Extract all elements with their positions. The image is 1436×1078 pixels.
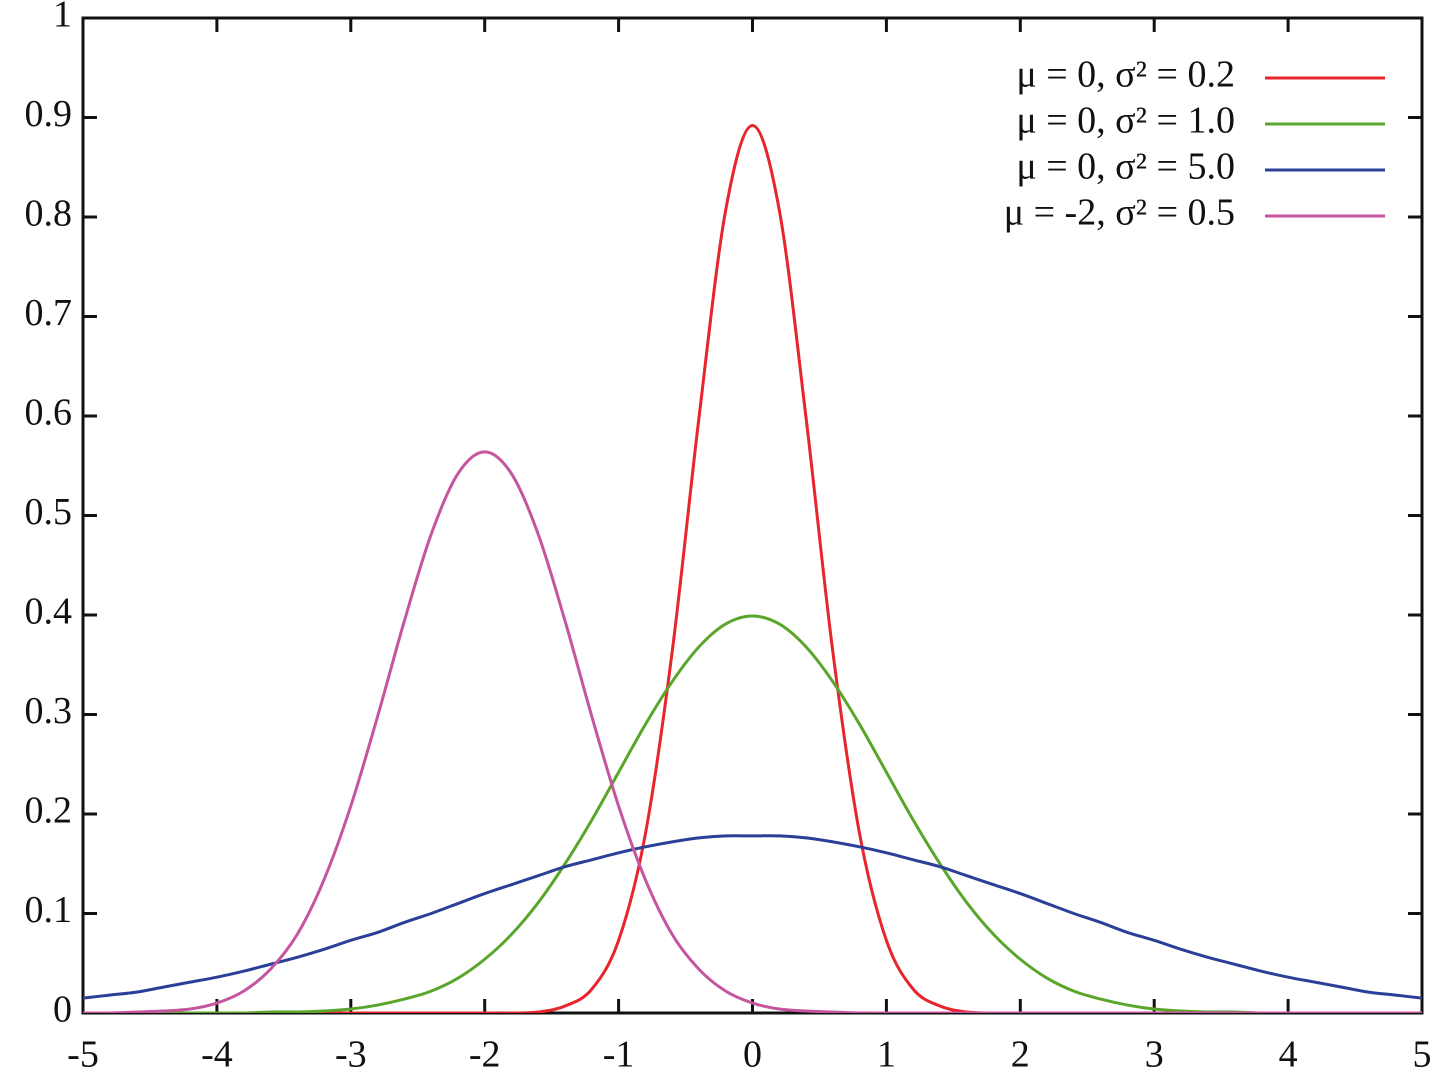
x-tick-label: -5 [67, 1034, 99, 1076]
y-tick-label: 0.4 [25, 591, 73, 633]
y-tick-label: 1 [53, 0, 72, 36]
legend-label: μ = 0, σ² = 1.0 [1016, 100, 1235, 142]
y-tick-label: 0.3 [25, 690, 73, 732]
x-tick-label: 3 [1145, 1034, 1164, 1076]
x-tick-label: 0 [743, 1034, 762, 1076]
x-tick-label: -4 [201, 1034, 233, 1076]
x-tick-label: 1 [877, 1034, 896, 1076]
y-tick-label: 0.7 [25, 292, 73, 334]
x-tick-label: -2 [469, 1034, 501, 1076]
legend-label: μ = -2, σ² = 0.5 [1004, 192, 1235, 234]
legend-label: μ = 0, σ² = 5.0 [1016, 146, 1235, 188]
x-tick-label: -1 [603, 1034, 635, 1076]
legend-label: μ = 0, σ² = 0.2 [1016, 54, 1235, 96]
y-tick-label: 0.5 [25, 491, 73, 533]
series-line [83, 834, 1422, 1000]
y-tick-label: 0.1 [25, 889, 73, 931]
series-line [83, 450, 1422, 1013]
x-tick-label: 4 [1279, 1034, 1298, 1076]
x-tick-label: 2 [1011, 1034, 1030, 1076]
y-tick-label: 0.9 [25, 93, 73, 135]
y-tick-label: 0.6 [25, 392, 73, 434]
x-tick-label: 5 [1413, 1034, 1432, 1076]
y-tick-label: 0.2 [25, 790, 73, 832]
y-tick-label: 0.8 [25, 193, 73, 235]
x-tick-label: -3 [335, 1034, 367, 1076]
y-tick-label: 0 [53, 989, 72, 1031]
series-line [83, 123, 1422, 1013]
